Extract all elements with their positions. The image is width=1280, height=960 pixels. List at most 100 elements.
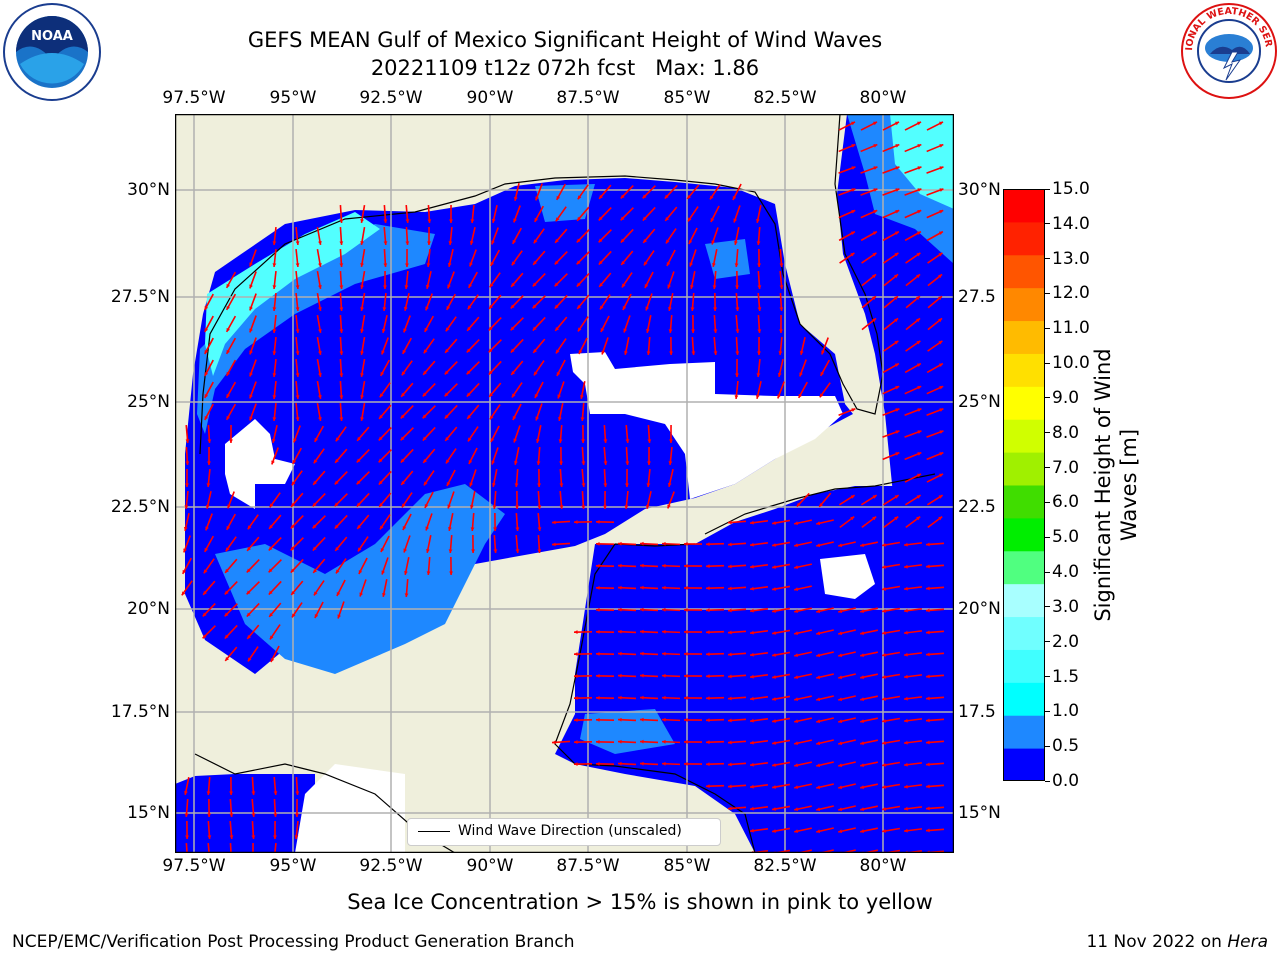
wave-direction-arrow <box>882 121 900 131</box>
wave-direction-arrow <box>646 468 651 488</box>
wave-direction-arrow <box>771 761 791 767</box>
wave-direction-arrow <box>771 563 791 569</box>
wave-direction-arrow <box>536 446 541 466</box>
wave-direction-arrow <box>600 315 610 333</box>
wave-direction-arrow <box>554 228 568 244</box>
wave-direction-arrow <box>838 783 856 790</box>
lat-label-left: 30°N <box>127 180 170 200</box>
wave-direction-arrow <box>294 820 299 840</box>
wave-direction-arrow <box>488 360 502 376</box>
colorbar-tick-label: 6.0 <box>1052 492 1080 513</box>
colorbar-tick-label: 15.0 <box>1052 179 1090 199</box>
wave-direction-arrow <box>488 294 502 310</box>
wave-direction-arrow <box>466 382 480 398</box>
lat-label-left: 27.5°N <box>110 287 170 307</box>
wave-direction-arrow <box>794 607 812 614</box>
wave-direction-arrow <box>778 336 783 356</box>
wave-direction-arrow <box>595 563 615 568</box>
wave-direction-arrow <box>469 469 477 487</box>
wave-direction-arrow <box>426 535 432 553</box>
wave-direction-arrow <box>295 292 300 312</box>
wave-direction-arrow <box>838 629 856 636</box>
wave-direction-arrow <box>903 630 923 635</box>
wave-direction-arrow <box>339 402 344 422</box>
wave-direction-arrow <box>595 717 615 722</box>
wave-direction-arrow <box>881 563 901 569</box>
colorbar-border <box>1003 189 1045 781</box>
wave-direction-arrow <box>904 230 922 242</box>
wave-direction-arrow <box>617 629 637 634</box>
wave-direction-arrow <box>295 336 300 356</box>
wave-direction-arrow <box>532 250 546 266</box>
wave-direction-arrow <box>903 564 923 569</box>
colorbar-tick-label: 5.0 <box>1052 527 1080 548</box>
wave-direction-arrow <box>903 718 923 723</box>
wave-direction-arrow <box>881 827 901 833</box>
wave-direction-arrow <box>903 608 923 613</box>
legend-label: Wind Wave Direction (unscaled) <box>458 823 682 839</box>
wave-direction-arrow <box>683 696 703 700</box>
wave-direction-arrow <box>860 541 878 547</box>
wave-direction-arrow <box>735 270 739 290</box>
wave-direction-arrow <box>229 798 234 818</box>
colorbar-tick-mark <box>1045 710 1050 712</box>
wave-direction-arrow <box>405 248 409 268</box>
wave-direction-arrow <box>378 492 392 508</box>
mask-west-gulf <box>225 419 295 509</box>
wave-direction-arrow <box>749 608 769 613</box>
wave-direction-arrow <box>779 248 784 268</box>
wave-direction-arrow <box>926 188 944 196</box>
wave-direction-arrow <box>203 558 215 574</box>
wave-direction-arrow <box>883 317 899 331</box>
wave-direction-arrow <box>268 514 282 530</box>
wave-direction-arrow <box>771 673 791 679</box>
wave-direction-arrow <box>727 696 747 701</box>
wave-direction-arrow <box>838 739 856 746</box>
wave-direction-arrow <box>402 513 412 531</box>
wave-direction-arrow <box>401 492 413 508</box>
wave-direction-arrow <box>337 601 345 619</box>
wave-direction-arrow <box>185 820 189 840</box>
wave-direction-arrow <box>617 607 637 612</box>
wave-direction-arrow <box>225 293 237 311</box>
colorbar-tick-label: 7.0 <box>1052 457 1080 478</box>
wave-direction-arrow <box>425 293 433 311</box>
wave-direction-arrow <box>860 629 878 635</box>
wave-direction-arrow <box>639 563 659 568</box>
lon-label-bottom: 85°W <box>663 856 711 876</box>
wave-direction-arrow <box>705 674 725 679</box>
wave-direction-arrow <box>272 380 277 400</box>
wave-direction-arrow <box>492 469 498 487</box>
wave-direction-arrow <box>426 248 431 268</box>
wave-mid-central <box>215 484 505 674</box>
wave-direction-arrow <box>422 448 436 464</box>
lon-label-top: 82.5°W <box>753 88 817 108</box>
wave-direction-arrow <box>314 601 324 619</box>
wave-direction-arrow <box>705 762 725 767</box>
colorbar-tick-label: 3.0 <box>1052 596 1080 617</box>
wave-direction-arrow <box>713 336 718 356</box>
wave-direction-arrow <box>383 248 388 268</box>
colorbar-segment <box>1003 353 1045 387</box>
wave-direction-arrow <box>882 494 900 506</box>
wave-direction-arrow <box>246 624 260 640</box>
wave-direction-arrow <box>379 514 391 530</box>
wave-direction-arrow <box>471 534 475 554</box>
wave-direction-arrow <box>378 449 392 463</box>
wave-direction-arrow <box>794 717 812 724</box>
wave-direction-arrow <box>779 314 783 334</box>
wave-direction-arrow <box>554 294 568 310</box>
wave-direction-arrow <box>683 542 703 546</box>
wave-direction-arrow <box>668 293 674 311</box>
wave-direction-arrow <box>881 629 901 635</box>
wave-direction-arrow <box>796 492 810 508</box>
nws-logo: NATIONAL WEATHER SERVICE <box>1180 2 1277 99</box>
wave-direction-arrow <box>622 293 632 311</box>
wave-direction-arrow <box>749 674 769 679</box>
wave-direction-arrow <box>771 607 791 613</box>
wave-direction-arrow <box>926 121 944 131</box>
wave-direction-arrow <box>510 272 524 288</box>
wave-direction-arrow <box>295 248 300 268</box>
wave-direction-arrow <box>839 515 855 529</box>
wave-direction-arrow <box>797 381 809 399</box>
